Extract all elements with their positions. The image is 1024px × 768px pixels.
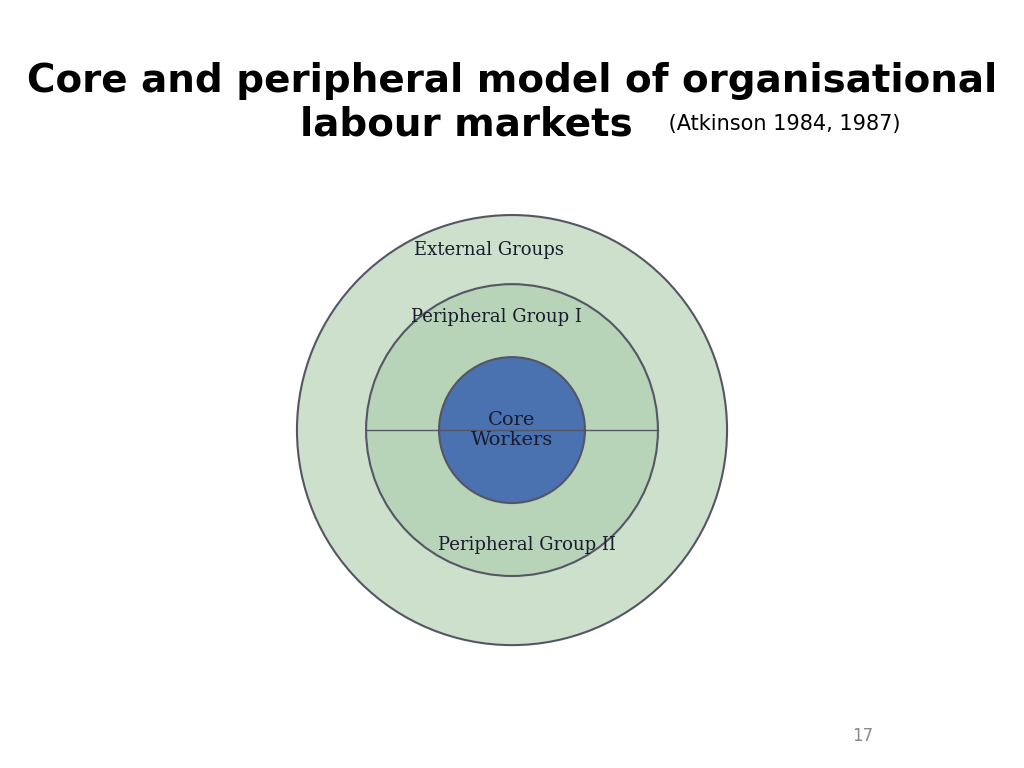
Text: Peripheral Group II: Peripheral Group II <box>438 536 616 554</box>
Text: Peripheral Group I: Peripheral Group I <box>412 308 582 326</box>
Circle shape <box>366 284 658 576</box>
Text: External Groups: External Groups <box>414 240 564 259</box>
Text: 17: 17 <box>852 727 872 745</box>
Text: Core
Workers: Core Workers <box>471 411 553 449</box>
Text: Core and peripheral model of organisational: Core and peripheral model of organisatio… <box>27 61 997 100</box>
Circle shape <box>297 215 727 645</box>
Circle shape <box>439 357 585 503</box>
Text: (Atkinson 1984, 1987): (Atkinson 1984, 1987) <box>662 114 900 134</box>
Text: labour markets: labour markets <box>300 105 632 144</box>
